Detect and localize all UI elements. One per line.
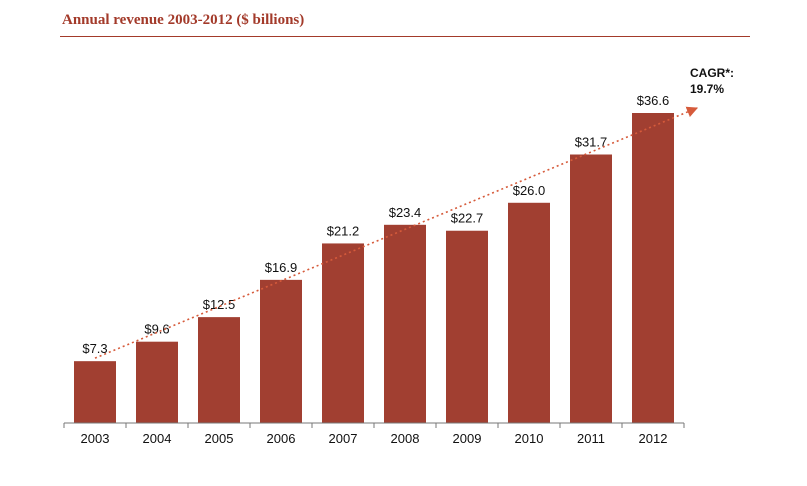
x-tick-label-2007: 2007 xyxy=(329,431,358,446)
bar-2008 xyxy=(384,224,426,423)
value-label-2004: $9.6 xyxy=(144,322,169,337)
x-tick-label-2011: 2011 xyxy=(577,431,605,446)
cagr-trend-arrow xyxy=(94,106,699,359)
value-label-2005: $12.5 xyxy=(203,297,236,312)
bars-group xyxy=(74,113,674,423)
value-label-2009: $22.7 xyxy=(451,211,484,226)
x-tick-label-2004: 2004 xyxy=(143,431,172,446)
value-label-2010: $26.0 xyxy=(513,183,546,198)
bar-2009 xyxy=(446,230,488,423)
x-tick-label-2010: 2010 xyxy=(515,431,544,446)
cagr-label: CAGR*: xyxy=(690,66,734,80)
bar-2007 xyxy=(322,243,364,423)
value-label-2007: $21.2 xyxy=(327,223,360,238)
value-label-2011: $31.7 xyxy=(575,135,608,150)
bar-2004 xyxy=(136,341,178,423)
title-divider xyxy=(60,36,750,37)
x-tick-labels-group: 2003 2004 2005 2006 2007 2008 2009 2010 2011 2012 xyxy=(81,431,668,446)
chart-title: Annual revenue 2003-2012 ($ billions) xyxy=(62,12,305,28)
x-tick-label-2003: 2003 xyxy=(81,431,110,446)
value-labels-group: $7.3 $9.6 $12.5 $16.9 $21.2 $23.4 $22.7 $26.0 $3… xyxy=(82,93,669,356)
bar-2010 xyxy=(508,202,550,423)
value-label-2006: $16.9 xyxy=(265,260,298,275)
value-label-2012: $36.6 xyxy=(637,93,670,108)
bar-2012 xyxy=(632,113,674,423)
value-label-2003: $7.3 xyxy=(82,341,107,356)
value-label-2008: $23.4 xyxy=(389,205,422,220)
x-ticks-group xyxy=(63,423,685,428)
cagr-value: 19.7% xyxy=(690,82,724,96)
x-tick-label-2008: 2008 xyxy=(391,431,420,446)
bar-2005 xyxy=(198,317,240,423)
bar-2006 xyxy=(260,279,302,423)
bar-2003 xyxy=(74,361,116,423)
x-tick-label-2009: 2009 xyxy=(453,431,482,446)
x-tick-label-2006: 2006 xyxy=(267,431,296,446)
bar-2011 xyxy=(570,154,612,423)
x-tick-label-2012: 2012 xyxy=(639,431,668,446)
x-tick-label-2005: 2005 xyxy=(205,431,234,446)
